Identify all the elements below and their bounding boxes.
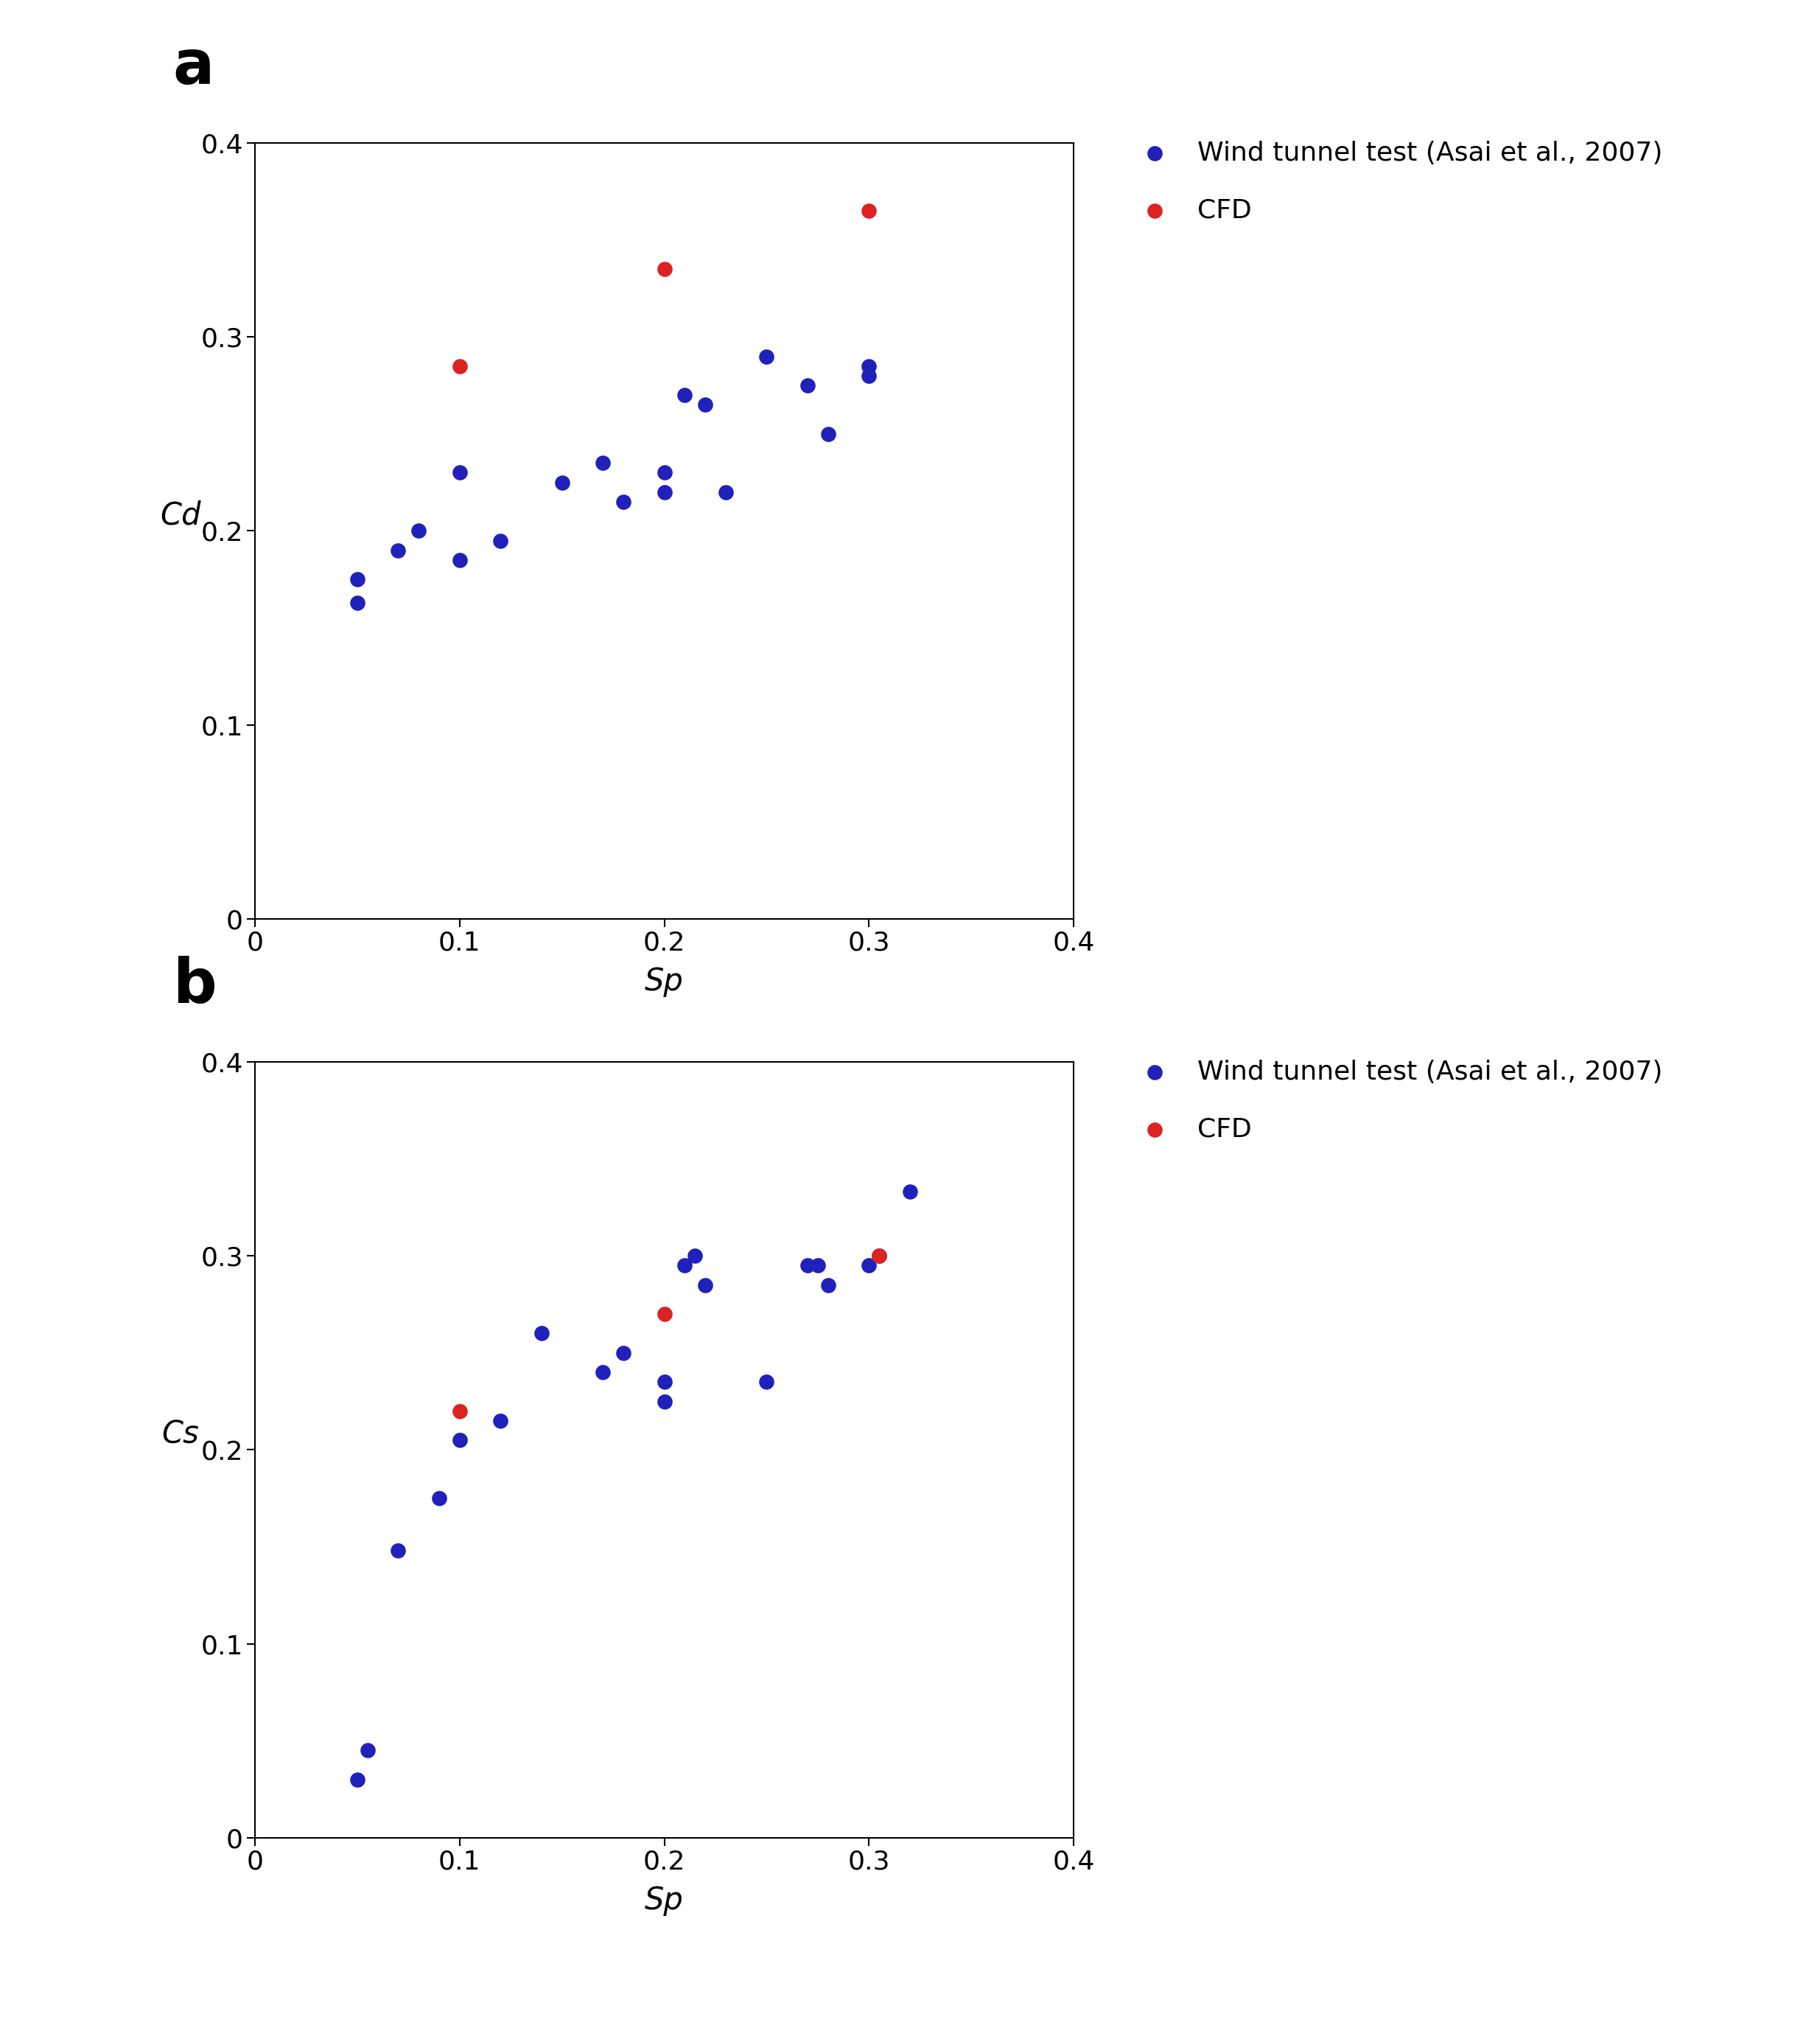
Point [752, 1366, 781, 1399]
Y-axis label: Cd: Cd [160, 500, 200, 531]
Point [855, 194, 885, 227]
Point [342, 586, 371, 619]
Point [650, 1384, 679, 1417]
Point [650, 253, 679, 286]
Point [342, 564, 371, 596]
X-axis label: Sp: Sp [644, 966, 684, 996]
Point [855, 1250, 885, 1282]
Point [384, 533, 413, 566]
Legend: Wind tunnel test (Asai et al., 2007), CFD: Wind tunnel test (Asai et al., 2007), CF… [1128, 1060, 1662, 1141]
Point [670, 1250, 699, 1282]
Point [486, 1405, 515, 1438]
Point [864, 1239, 894, 1272]
Point [650, 1299, 679, 1331]
Point [608, 1338, 639, 1370]
Point [384, 1534, 413, 1566]
Text: b: b [173, 956, 217, 1015]
Point [404, 515, 433, 547]
Point [855, 359, 885, 392]
Point [444, 1395, 473, 1427]
X-axis label: Sp: Sp [644, 1885, 684, 1915]
Point [353, 1734, 382, 1766]
Point [752, 339, 781, 372]
Point [588, 447, 617, 480]
Point [528, 1317, 557, 1350]
Point [444, 543, 473, 576]
Point [692, 388, 721, 421]
Point [650, 457, 679, 490]
Point [608, 486, 639, 519]
Point [895, 1176, 925, 1209]
Point [650, 476, 679, 508]
Y-axis label: Cs: Cs [162, 1419, 198, 1450]
Point [670, 380, 699, 412]
Point [692, 1268, 721, 1301]
Point [681, 1239, 710, 1272]
Point [588, 1356, 617, 1389]
Point [444, 457, 473, 490]
Point [794, 370, 823, 402]
Point [814, 1268, 843, 1301]
Point [864, 1239, 894, 1272]
Point [444, 1423, 473, 1456]
Legend: Wind tunnel test (Asai et al., 2007), CFD: Wind tunnel test (Asai et al., 2007), CF… [1128, 141, 1662, 223]
Point [855, 349, 885, 382]
Point [548, 466, 577, 498]
Point [803, 1250, 832, 1282]
Point [712, 476, 741, 508]
Text: a: a [173, 37, 215, 96]
Point [650, 1366, 679, 1399]
Point [424, 1482, 453, 1515]
Point [342, 1762, 371, 1797]
Point [794, 1250, 823, 1282]
Point [444, 349, 473, 382]
Point [486, 525, 515, 557]
Point [814, 417, 843, 449]
